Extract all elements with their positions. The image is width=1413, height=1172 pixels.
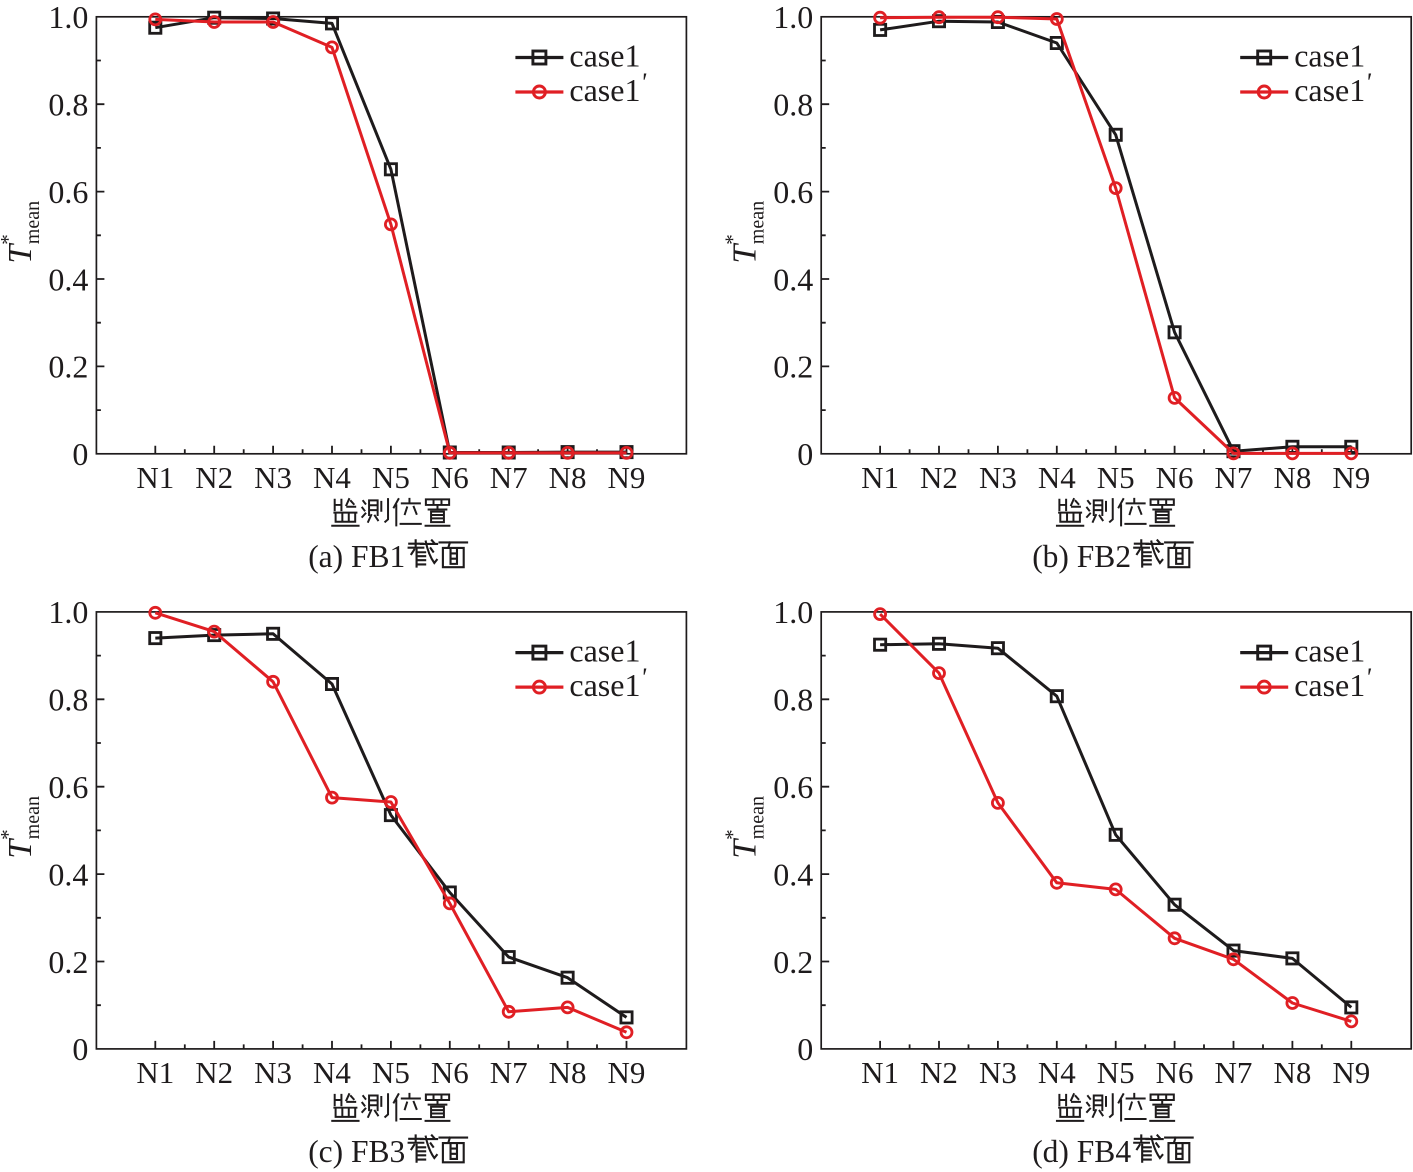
svg-text:case1': case1' xyxy=(1294,68,1371,108)
svg-text:0.2: 0.2 xyxy=(48,349,88,385)
svg-text:N5: N5 xyxy=(1097,460,1135,495)
svg-text:0.6: 0.6 xyxy=(773,174,813,210)
svg-text:N4: N4 xyxy=(1038,460,1076,495)
svg-text:N6: N6 xyxy=(431,460,469,495)
svg-text:(c) FB3: (c) FB3 xyxy=(308,1134,405,1169)
svg-text:N6: N6 xyxy=(1156,1055,1194,1090)
svg-text:N9: N9 xyxy=(608,460,646,495)
svg-text:N4: N4 xyxy=(313,460,351,495)
svg-text:N3: N3 xyxy=(979,460,1017,495)
svg-text:0.6: 0.6 xyxy=(48,769,88,805)
svg-text:N3: N3 xyxy=(979,1055,1017,1090)
svg-text:1.0: 1.0 xyxy=(48,0,88,35)
svg-text:(a) FB1: (a) FB1 xyxy=(308,539,405,574)
svg-text:N1: N1 xyxy=(136,1055,174,1090)
svg-text:N9: N9 xyxy=(608,1055,646,1090)
svg-text:N1: N1 xyxy=(136,460,174,495)
svg-text:N7: N7 xyxy=(1215,1055,1253,1090)
svg-text:0: 0 xyxy=(797,436,813,472)
svg-text:N6: N6 xyxy=(431,1055,469,1090)
svg-text:N7: N7 xyxy=(490,1055,528,1090)
svg-text:0.4: 0.4 xyxy=(48,261,88,297)
svg-text:case1': case1' xyxy=(1294,663,1371,703)
svg-text:N3: N3 xyxy=(254,460,292,495)
svg-text:0.6: 0.6 xyxy=(773,769,813,805)
svg-text:0.8: 0.8 xyxy=(773,682,813,718)
svg-text:N5: N5 xyxy=(1097,1055,1135,1090)
svg-text:N8: N8 xyxy=(549,1055,587,1090)
svg-text:N8: N8 xyxy=(549,460,587,495)
svg-text:(b) FB2: (b) FB2 xyxy=(1032,539,1131,574)
svg-text:N1: N1 xyxy=(861,1055,899,1090)
svg-text:0.2: 0.2 xyxy=(773,349,813,385)
svg-text:N2: N2 xyxy=(920,1055,958,1090)
svg-text:N7: N7 xyxy=(490,460,528,495)
svg-text:case1: case1 xyxy=(569,38,640,74)
svg-text:0.4: 0.4 xyxy=(773,261,813,297)
svg-text:case1: case1 xyxy=(569,633,640,669)
svg-text:0: 0 xyxy=(797,1031,813,1067)
svg-text:(d) FB4: (d) FB4 xyxy=(1032,1134,1131,1169)
svg-text:0: 0 xyxy=(72,436,88,472)
svg-text:T*mean: T*mean xyxy=(0,796,44,859)
svg-text:0.2: 0.2 xyxy=(773,944,813,980)
svg-text:0.4: 0.4 xyxy=(48,856,88,892)
svg-text:N7: N7 xyxy=(1215,460,1253,495)
svg-text:case1': case1' xyxy=(569,663,646,703)
svg-text:1.0: 1.0 xyxy=(773,594,813,630)
svg-text:1.0: 1.0 xyxy=(48,594,88,630)
svg-text:N2: N2 xyxy=(195,1055,233,1090)
svg-text:0.8: 0.8 xyxy=(48,682,88,718)
svg-text:T*mean: T*mean xyxy=(0,201,44,264)
svg-text:N8: N8 xyxy=(1273,1055,1311,1090)
svg-text:N5: N5 xyxy=(372,1055,410,1090)
svg-text:1.0: 1.0 xyxy=(773,0,813,35)
svg-text:0.4: 0.4 xyxy=(773,856,813,892)
svg-text:N5: N5 xyxy=(372,460,410,495)
svg-text:N8: N8 xyxy=(1273,460,1311,495)
svg-text:0.8: 0.8 xyxy=(48,87,88,123)
svg-text:T*mean: T*mean xyxy=(721,796,769,859)
svg-text:0.8: 0.8 xyxy=(773,87,813,123)
svg-text:0.2: 0.2 xyxy=(48,944,88,980)
svg-text:0: 0 xyxy=(72,1031,88,1067)
svg-text:T*mean: T*mean xyxy=(721,201,769,264)
svg-text:case1: case1 xyxy=(1294,38,1365,74)
svg-text:0.6: 0.6 xyxy=(48,174,88,210)
svg-text:N4: N4 xyxy=(1038,1055,1076,1090)
svg-text:case1: case1 xyxy=(1294,633,1365,669)
svg-text:N9: N9 xyxy=(1332,1055,1370,1090)
svg-text:case1': case1' xyxy=(569,68,646,108)
svg-text:N6: N6 xyxy=(1156,460,1194,495)
svg-text:N2: N2 xyxy=(195,460,233,495)
svg-text:N1: N1 xyxy=(861,460,899,495)
svg-text:N2: N2 xyxy=(920,460,958,495)
svg-text:N9: N9 xyxy=(1332,460,1370,495)
svg-text:N3: N3 xyxy=(254,1055,292,1090)
svg-text:N4: N4 xyxy=(313,1055,351,1090)
